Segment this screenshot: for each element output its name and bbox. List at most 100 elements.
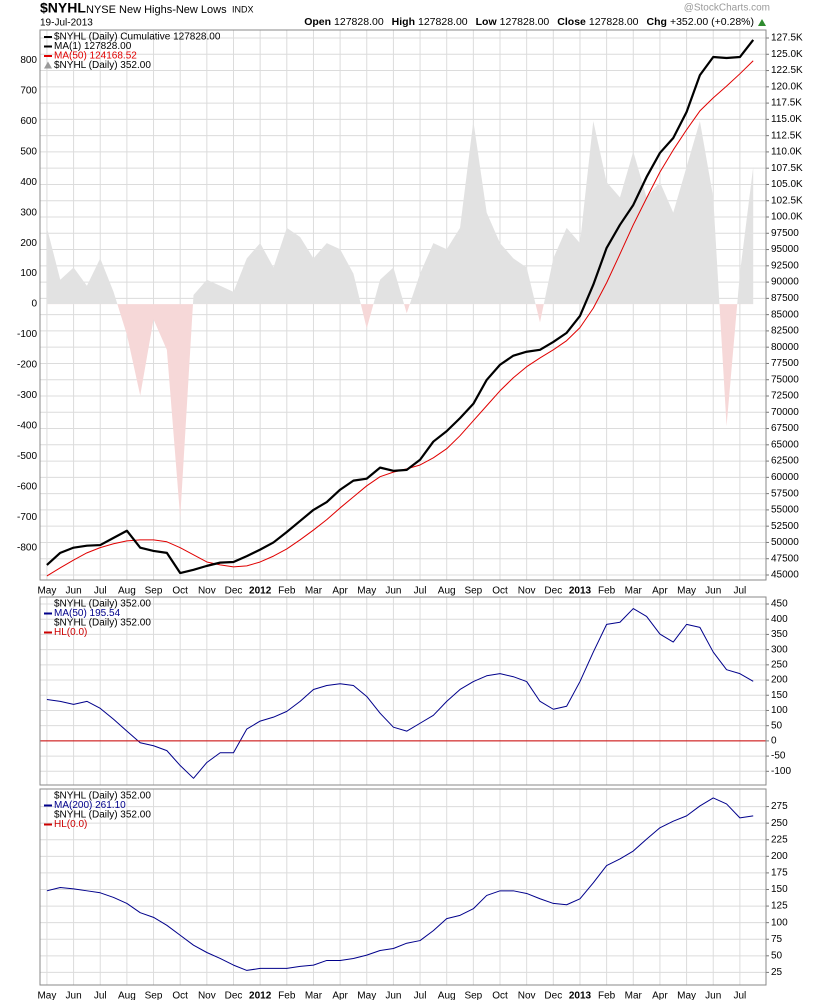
y2-tick-label: 52500	[771, 521, 799, 532]
y2-tick-label: 107.5K	[771, 163, 803, 174]
y2-tick-label: 275	[771, 801, 788, 812]
x-tick-label: Jul	[733, 991, 746, 1000]
y2-tick-label: 350	[771, 629, 788, 640]
x-tick-label: Feb	[278, 586, 296, 597]
y2-tick-label: 62500	[771, 456, 799, 467]
x-tick-label: Dec	[225, 991, 243, 1000]
y2-tick-label: 400	[771, 614, 788, 625]
y-tick-label: 0	[31, 299, 37, 310]
y2-tick-label: 250	[771, 818, 788, 829]
y2-tick-label: 25	[771, 967, 783, 978]
y2-tick-label: 127.5K	[771, 33, 803, 44]
legend-label: $NYHL (Daily) 352.00	[54, 60, 151, 71]
y2-tick-label: 300	[771, 644, 788, 655]
y2-tick-label: 125.0K	[771, 49, 803, 60]
x-tick-label: May	[37, 586, 56, 597]
legend-label: MA(50) 124168.52	[54, 51, 137, 62]
y2-tick-label: 112.5K	[771, 130, 802, 141]
x-tick-label: Apr	[652, 991, 668, 1000]
y2-tick-label: 77500	[771, 358, 799, 369]
quote-line: Open 127828.00 High 127828.00 Low 127828.00 Cl…	[304, 16, 754, 28]
quote-label: Low	[476, 16, 498, 28]
x-tick-label: Jul	[94, 991, 107, 1000]
y2-tick-label: 97500	[771, 228, 799, 239]
x-tick-label: Feb	[598, 991, 616, 1000]
x-tick-label: Dec	[544, 991, 562, 1000]
symbol: $NYHL	[40, 0, 86, 16]
plot	[40, 608, 766, 779]
watermark: @StockCharts.com	[684, 3, 770, 14]
y2-tick-label: 70000	[771, 407, 799, 418]
y-tick-label: 600	[20, 116, 37, 127]
x-tick-label: Dec	[225, 586, 243, 597]
x-tick-label: Aug	[118, 586, 136, 597]
x-tick-label: 2013	[569, 586, 592, 597]
y2-tick-label: 200	[771, 851, 788, 862]
y-tick-label: 400	[20, 177, 37, 188]
x-tick-label: Apr	[332, 991, 348, 1000]
quote-value: 127828.00	[334, 16, 384, 28]
y2-tick-label: 125	[771, 901, 788, 912]
y2-tick-label: 150	[771, 884, 788, 895]
y2-tick-label: 80000	[771, 342, 799, 353]
x-tick-label: Aug	[438, 586, 456, 597]
x-tick-label: Jul	[94, 586, 107, 597]
y2-tick-label: 50000	[771, 537, 799, 548]
x-tick-label: May	[677, 991, 696, 1000]
legend-label: HL(0.0)	[54, 627, 87, 638]
y2-tick-label: 72500	[771, 391, 799, 402]
y2-tick-label: 102.5K	[771, 195, 803, 206]
y-tick-label: -600	[17, 482, 37, 493]
x-tick-label: Sep	[464, 586, 482, 597]
x-tick-label: Nov	[518, 586, 536, 597]
change-arrow	[758, 19, 766, 26]
x-tick-label: May	[677, 586, 696, 597]
legend-label: MA(200) 261.10	[54, 800, 126, 811]
x-tick-label: Jul	[414, 991, 427, 1000]
x-tick-label: Jun	[66, 991, 82, 1000]
y2-tick-label: 65000	[771, 439, 799, 450]
y2-tick-label: 75000	[771, 374, 799, 385]
x-tick-label: May	[37, 991, 56, 1000]
quote-label: Close	[557, 16, 586, 28]
y2-tick-label: 82500	[771, 326, 799, 337]
legend-label: MA(1) 127828.00	[54, 41, 132, 52]
legend-label: $NYHL (Daily) Cumulative 127828.00	[54, 32, 221, 43]
legend-marker	[44, 61, 52, 69]
y2-tick-label: 117.5K	[771, 98, 802, 109]
y-tick-label: 500	[20, 146, 37, 157]
x-tick-label: 2012	[249, 991, 272, 1000]
x-tick-label: Oct	[492, 991, 508, 1000]
y-tick-label: -500	[17, 451, 37, 462]
x-tick-label: Oct	[172, 991, 188, 1000]
x-tick-label: Aug	[118, 991, 136, 1000]
y2-tick-label: 100	[771, 917, 788, 928]
y2-tick-label: 100	[771, 705, 788, 716]
x-tick-label: Apr	[652, 586, 668, 597]
quote-label: Chg	[647, 16, 667, 28]
x-tick-label: Sep	[145, 586, 163, 597]
y-tick-label: -400	[17, 421, 37, 432]
quote-value: 127828.00	[500, 16, 550, 28]
x-tick-label: Jun	[705, 991, 721, 1000]
x-tick-label: Sep	[464, 991, 482, 1000]
legend-label: MA(50) 195.54	[54, 608, 121, 619]
y2-tick-label: 250	[771, 659, 788, 670]
y2-tick-label: 67500	[771, 423, 799, 434]
y2-tick-label: 150	[771, 690, 788, 701]
y-tick-label: 800	[20, 55, 37, 66]
y2-tick-label: -100	[771, 766, 791, 777]
y-tick-label: 200	[20, 238, 37, 249]
x-tick-label: Jul	[414, 586, 427, 597]
y-tick-label: -700	[17, 512, 37, 523]
plot-frame	[39, 788, 767, 986]
y-tick-label: 100	[20, 268, 37, 279]
x-tick-label: Feb	[598, 586, 616, 597]
y2-tick-label: 55000	[771, 505, 799, 516]
quote-label: High	[392, 16, 415, 28]
quote-label: Open	[304, 16, 331, 28]
line	[46, 797, 754, 971]
y2-tick-label: 45000	[771, 570, 799, 581]
x-tick-label: Jun	[385, 586, 401, 597]
